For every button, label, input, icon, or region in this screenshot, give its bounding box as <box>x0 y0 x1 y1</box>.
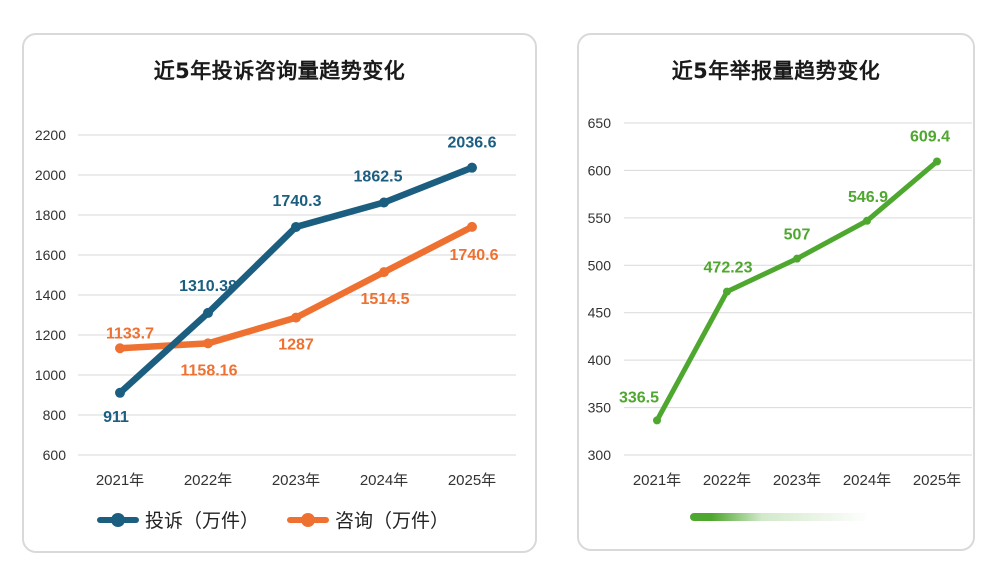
data-point <box>723 287 731 296</box>
data-label: 2036.6 <box>448 135 497 152</box>
x-tick-label: 2024年 <box>843 472 891 489</box>
data-point <box>203 338 213 349</box>
data-label: 507 <box>784 227 811 244</box>
legend-label-complaint: 投诉（万件） <box>145 510 260 532</box>
legend-label-consult: 咨询（万件） <box>335 510 450 532</box>
data-point <box>291 312 301 323</box>
y-tick-label: 500 <box>588 257 612 273</box>
x-tick-label: 2025年 <box>448 472 496 489</box>
data-point <box>653 416 661 425</box>
x-tick-label: 2025年 <box>913 472 961 489</box>
data-label: 911 <box>103 409 129 426</box>
x-tick-label: 2021年 <box>633 472 681 489</box>
x-tick-label: 2023年 <box>773 472 821 489</box>
data-point <box>203 307 213 318</box>
y-tick-label: 650 <box>588 115 612 131</box>
legend-item-consult: 咨询（万件） <box>287 506 449 533</box>
y-tick-label: 1800 <box>35 207 66 223</box>
data-label: 1740.3 <box>273 193 322 210</box>
data-label: 472.23 <box>704 260 753 277</box>
data-point <box>291 221 301 232</box>
y-tick-label: 600 <box>43 447 67 463</box>
report-chart-card: 近5年举报量趋势变化 <box>577 33 975 551</box>
legend-item-complaint: 投诉（万件） <box>97 506 259 533</box>
y-tick-label: 550 <box>588 210 612 226</box>
data-point <box>467 162 477 173</box>
data-point <box>379 197 389 208</box>
data-label: 1740.6 <box>450 247 499 264</box>
series-line <box>654 159 940 423</box>
x-tick-label: 2021年 <box>96 472 144 489</box>
series-line <box>116 223 476 352</box>
data-label: 1158.16 <box>181 362 238 379</box>
data-point <box>115 343 125 354</box>
legend: 投诉（万件） 咨询（万件） <box>97 506 477 533</box>
data-point <box>467 221 477 232</box>
y-tick-label: 350 <box>588 400 612 416</box>
complaint-consult-chart-card: 近5年投诉咨询量趋势变化 <box>22 33 537 553</box>
data-label: 1514.5 <box>361 291 410 308</box>
y-tick-label: 600 <box>588 162 612 178</box>
data-point <box>863 216 871 225</box>
data-point <box>933 157 941 166</box>
y-tick-label: 800 <box>43 407 67 423</box>
chart-title: 近5年举报量趋势变化 <box>671 59 881 83</box>
y-tick-label: 1000 <box>35 367 66 383</box>
legend-swatch-complaint <box>97 512 139 527</box>
legend-swatch-report <box>690 513 870 521</box>
data-label: 1310.38 <box>179 278 237 295</box>
data-label: 546.9 <box>848 189 888 206</box>
y-tick-label: 1200 <box>35 327 66 343</box>
x-tick-label: 2024年 <box>360 472 408 489</box>
chart-title: 近5年投诉咨询量趋势变化 <box>153 59 406 83</box>
data-label: 336.5 <box>619 389 659 406</box>
legend-swatch-consult <box>287 512 330 527</box>
y-tick-label: 1600 <box>35 247 66 263</box>
x-tick-label: 2023年 <box>272 472 320 489</box>
y-tick-label: 400 <box>588 352 612 368</box>
y-tick-label: 300 <box>588 447 612 463</box>
x-tick-label: 2022年 <box>703 472 751 489</box>
data-label: 609.4 <box>910 129 950 146</box>
data-point <box>379 267 389 278</box>
y-tick-label: 2200 <box>35 127 66 143</box>
data-point <box>115 387 125 398</box>
data-label: 1287 <box>278 337 314 354</box>
data-label: 1862.5 <box>354 169 403 186</box>
x-tick-label: 2022年 <box>184 472 232 489</box>
data-label: 1133.7 <box>106 325 154 342</box>
data-point <box>793 254 801 263</box>
y-tick-label: 2000 <box>35 167 66 183</box>
y-tick-label: 450 <box>588 305 612 321</box>
y-tick-label: 1400 <box>35 287 66 303</box>
